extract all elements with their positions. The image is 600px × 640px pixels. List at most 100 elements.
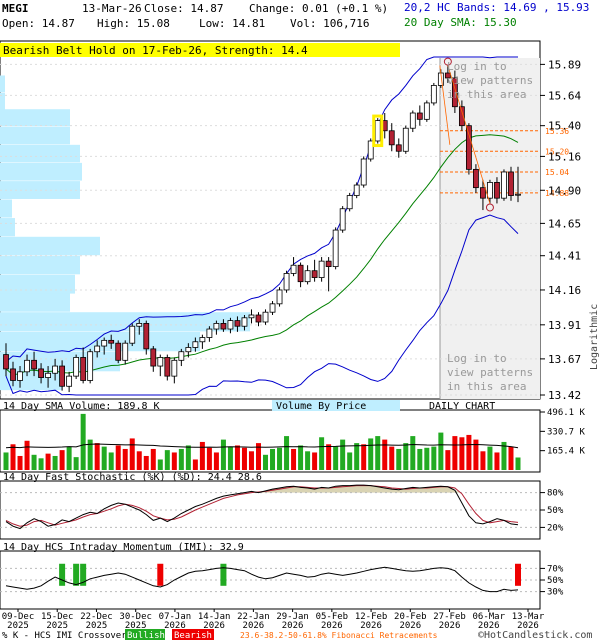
- volume-bar: [438, 432, 444, 470]
- login-bottom-line3[interactable]: in this area: [447, 380, 526, 393]
- fib-label: 15.20: [545, 147, 569, 156]
- volume-label: Vol: 106,716: [290, 17, 369, 30]
- vbp-bar: [0, 109, 70, 127]
- volume-bar: [270, 448, 276, 470]
- candle-body: [227, 320, 234, 330]
- fib-label: 15.04: [545, 168, 569, 177]
- volume-bar: [445, 450, 451, 470]
- candle-body: [185, 347, 192, 353]
- stochastic-lines: [0, 484, 540, 530]
- candle-body: [122, 342, 129, 361]
- candle-body: [451, 77, 458, 108]
- volume-axis: 496.1 K 330.7 K 165.4 K: [540, 408, 586, 457]
- date-year-label: 2026: [243, 621, 265, 631]
- login-top-line1[interactable]: Log in to: [447, 60, 507, 73]
- date-label: 09-Dec: [2, 612, 35, 622]
- candle-body: [466, 125, 472, 170]
- volume-bar: [305, 451, 311, 470]
- candle-body: [108, 339, 115, 344]
- crossover-label: % K - HCS IMI Crossover:: [2, 631, 132, 640]
- imi-tick-label: 30%: [547, 588, 564, 598]
- date-label: 05-Feb: [316, 612, 349, 622]
- login-top-line2[interactable]: view patterns: [447, 74, 533, 87]
- candle-body: [66, 375, 73, 387]
- volume-bar: [277, 447, 283, 470]
- login-top-line3[interactable]: in this area: [447, 88, 526, 101]
- vbp-bar: [0, 218, 15, 237]
- fib-legend: 23.6-38.2-50-61.8% Fibonacci Retracement…: [240, 631, 438, 640]
- volume-bar: [206, 447, 212, 470]
- volume-bar: [38, 458, 44, 470]
- candle-body: [192, 341, 199, 348]
- candle-body: [430, 85, 437, 104]
- volume-bar: [213, 452, 219, 470]
- candle-body: [171, 359, 178, 377]
- date-year-label: 2026: [321, 621, 343, 631]
- fib-label: 14.88: [545, 189, 569, 198]
- volume-bar: [291, 448, 297, 470]
- bullish-swatch: [125, 629, 165, 640]
- price-grid: [0, 63, 540, 396]
- volume-tick-label: 496.1 K: [547, 408, 586, 418]
- bullish-label: Bullish: [127, 631, 165, 640]
- candle-body: [17, 371, 23, 381]
- sma-label: 20 Day SMA: 15.30: [404, 16, 517, 29]
- vbp-bar: [0, 255, 80, 275]
- volume-bar: [150, 448, 156, 470]
- volume-bars: [3, 413, 521, 470]
- lower-band: [5, 214, 519, 396]
- candle-body: [353, 184, 360, 196]
- candle-body: [473, 168, 479, 189]
- volume-tick-label: 330.7 K: [547, 427, 586, 437]
- price-tick-label: 15.40: [548, 120, 581, 133]
- volume-bar: [298, 445, 304, 470]
- candle-body: [59, 365, 66, 387]
- candle-body: [283, 273, 290, 291]
- volume-bar: [66, 446, 72, 470]
- volume-bar: [431, 446, 437, 470]
- candle-body: [52, 365, 58, 374]
- candle-body: [515, 193, 521, 196]
- volume-bar: [368, 438, 374, 470]
- price-tick-label: 13.91: [548, 319, 581, 332]
- date-label: 07-Jan: [159, 612, 192, 622]
- volume-bar: [508, 446, 514, 470]
- low-label: Low: 14.81: [199, 17, 265, 30]
- candle-body: [423, 102, 430, 120]
- volume-bar: [227, 446, 233, 470]
- crossover-marker: [80, 563, 87, 586]
- candle-body: [248, 314, 255, 319]
- date-label: 13-Mar: [512, 612, 545, 622]
- volume-bar: [501, 441, 507, 470]
- login-bottom-line1[interactable]: Log in to: [447, 352, 507, 365]
- vbp-bar: [0, 75, 5, 93]
- fib-trend-line: [447, 65, 491, 204]
- volume-bar: [136, 451, 142, 470]
- price-axis: 15.89 15.64 15.40 15.16 14.90 14.65 14.41 14.16…: [540, 58, 581, 402]
- volume-bar: [31, 454, 37, 470]
- copyright[interactable]: ©HotCandlestick.com: [478, 630, 592, 640]
- log-scale-label: Logarithmic: [589, 304, 600, 370]
- volume-bar: [417, 448, 423, 470]
- price-tick-label: 15.64: [548, 89, 581, 102]
- login-bottom-line2[interactable]: view patterns: [447, 366, 533, 379]
- vbp-bar: [0, 274, 75, 294]
- volume-bar: [424, 447, 430, 470]
- stochastic-tick-label: 50%: [547, 506, 564, 516]
- candle-body: [325, 260, 332, 268]
- fib-trend-line-2: [439, 65, 451, 145]
- candle-body: [395, 144, 402, 152]
- vbp-bar: [0, 144, 80, 163]
- volume-bar: [382, 439, 388, 470]
- stochastic-k-line: [5, 484, 519, 530]
- volume-bar: [319, 437, 325, 470]
- volume-bar: [108, 452, 114, 470]
- vbp-bar: [0, 126, 70, 145]
- date-year-label: 2026: [399, 621, 421, 631]
- open-label: Open: 14.87: [2, 17, 75, 30]
- candle-body: [206, 328, 213, 338]
- volume-bar: [80, 413, 86, 470]
- volume-bar: [459, 437, 465, 470]
- candle-body: [80, 357, 87, 381]
- imi-tick-label: 70%: [547, 564, 564, 574]
